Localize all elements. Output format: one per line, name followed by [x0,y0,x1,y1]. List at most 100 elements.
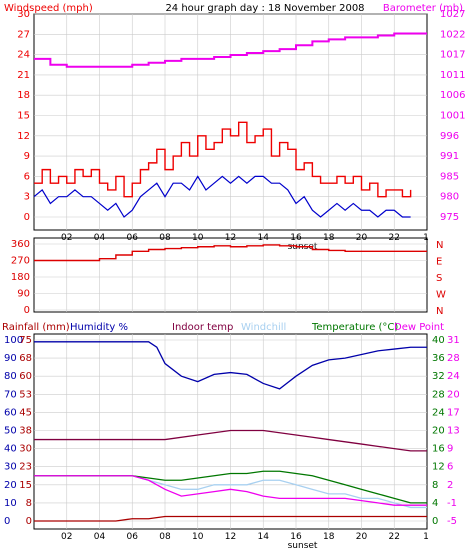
y2-tick-label: 1022 [440,29,465,40]
x-tick-label: 18 [323,532,335,542]
windspeed-line [34,121,412,198]
dewpoint-tick-label: 13 [447,426,460,437]
humidity-tick-label: 90 [4,353,17,364]
y-tick-label: 15 [17,111,30,122]
barometer-line [34,32,427,68]
legend-temperature: Temperature (°C) [311,322,398,333]
dewpoint-tick-label: 17 [447,407,460,418]
temp-tick-label: 40 [432,335,445,346]
temp-tick-label: 12 [432,462,445,473]
humidity-tick-label: 70 [4,389,17,400]
y-tick-label: 12 [17,131,30,142]
compass-label: N [436,306,443,317]
temp-tick-label: 8 [432,480,438,491]
sunset-label: sunset [288,541,318,551]
y-tick-label: 0 [24,305,30,316]
y-tick-label: 270 [11,256,30,267]
temp-tick-label: 4 [432,498,438,509]
rain-tick-label: 75 [19,335,32,346]
temp-tick-label: 36 [432,353,445,364]
x-tick-label: 14 [258,532,270,542]
y2-tick-label: 975 [440,212,459,223]
temp-tick-label: 16 [432,444,445,455]
humidity-tick-label: 40 [4,444,17,455]
humidity-tick-label: 100 [4,335,23,346]
y-tick-label: 0 [24,212,30,223]
compass-label: N [436,240,443,251]
y-tick-label: 24 [17,50,30,61]
windspeed-axis-title: Windspeed (mph) [4,3,93,14]
legend-indoor-temp: Indoor temp [172,322,233,333]
dewpoint-tick-label: 2 [447,480,453,491]
temp-tick-label: 0 [432,516,438,527]
temperature-c-line [34,470,427,504]
dewpoint-tick-label: 6 [447,462,453,473]
legend-dewpoint: Dew Point [394,322,444,333]
humidity-tick-label: 60 [4,407,17,418]
y-tick-label: 9 [24,151,30,162]
rain-tick-label: 60 [19,371,32,382]
y-tick-label: 180 [11,272,30,283]
rain-tick-label: 68 [19,353,32,364]
y2-tick-label: 996 [440,131,459,142]
y-tick-label: 360 [11,239,30,250]
humidity-tick-label: 30 [4,462,17,473]
legend-humidity: Humidity % [70,322,128,333]
humidity-tick-label: 10 [4,498,17,509]
x-tick-label: 02 [61,532,72,542]
dew-point-line [34,475,427,506]
x-tick-label: 08 [159,532,171,542]
x-tick-label: 04 [94,532,106,542]
y2-tick-label: 991 [440,151,459,162]
y2-tick-label: 1001 [440,111,465,122]
temp-tick-label: 32 [432,371,445,382]
y2-tick-label: 980 [440,192,459,203]
humidity-tick-label: 50 [4,426,17,437]
y-tick-label: 3 [24,192,30,203]
indoor-temp-line [34,429,427,452]
humidity-tick-label: 0 [4,516,10,527]
rain-tick-label: 53 [19,389,32,400]
x-tick-label: 1 [423,532,429,542]
y2-tick-label: 1017 [440,50,465,61]
humidity-tick-label: 80 [4,371,17,382]
rain-tick-label: 0 [26,516,32,527]
rain-tick-label: 38 [19,426,32,437]
compass-label: S [436,273,442,284]
y2-tick-label: 1006 [440,90,465,101]
y2-tick-label: 1027 [440,9,465,20]
rain-tick-label: 30 [19,444,32,455]
wind-direction-line [34,244,427,262]
dewpoint-tick-label: 31 [447,335,460,346]
dewpoint-tick-label: 24 [447,371,460,382]
y-tick-label: 21 [17,70,30,81]
humidity-line [34,341,427,390]
x-tick-label: 12 [225,532,236,542]
dewpoint-tick-label: 28 [447,353,460,364]
y-tick-label: 30 [17,9,30,20]
temperature-plot: 0 0 0 -510 8 4 -120 15 8 230 23 12 640 30 16 950 38 20 136… [4,334,460,551]
average-wind-line [33,175,411,218]
rain-tick-label: 45 [19,407,32,418]
y-tick-label: 27 [17,29,30,40]
y2-tick-label: 985 [440,171,459,182]
rain-tick-label: 23 [19,462,32,473]
y-tick-label: 6 [24,171,30,182]
graph-title: 24 hour graph day : 18 November 2008 [165,3,364,14]
dewpoint-tick-label: -1 [447,498,457,509]
rain-tick-label: 15 [19,480,32,491]
x-tick-label: 22 [389,532,400,542]
x-tick-label: 06 [127,532,139,542]
humidity-tick-label: 20 [4,480,17,491]
compass-label: E [436,257,442,268]
dewpoint-tick-label: 9 [447,444,453,455]
y2-tick-label: 1011 [440,70,465,81]
dewpoint-tick-label: 20 [447,389,460,400]
x-tick-label: 1 [423,233,429,243]
temp-tick-label: 24 [432,407,445,418]
dewpoint-tick-label: -5 [447,516,457,527]
y-tick-label: 18 [17,90,30,101]
compass-label: W [436,290,446,301]
